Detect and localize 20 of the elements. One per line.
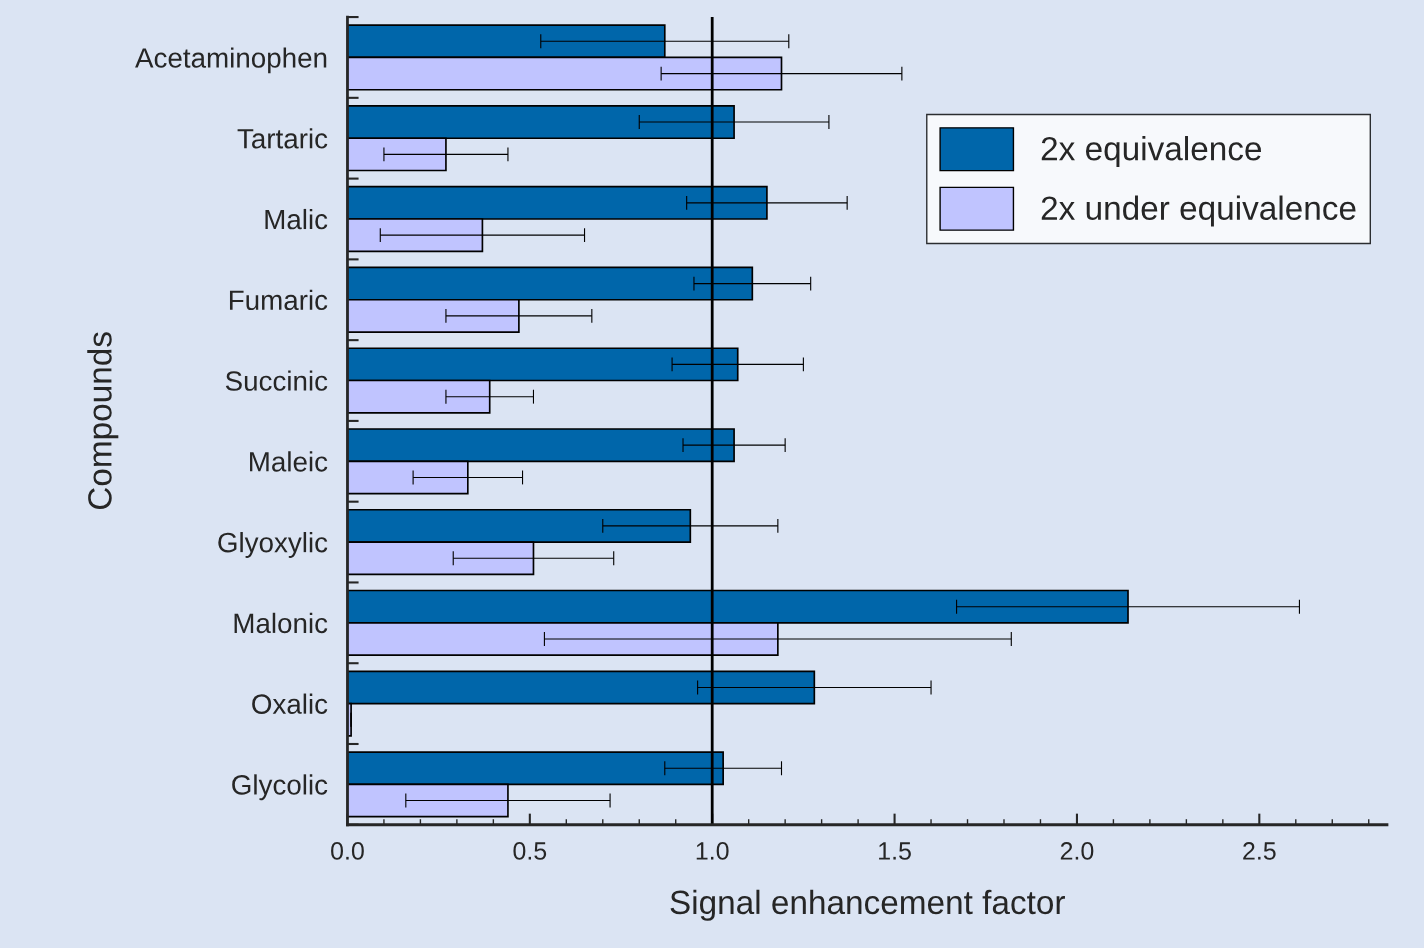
y-tick-label: Fumaric: [229, 289, 328, 311]
x-axis-title: Signal enhancement factor: [670, 889, 1065, 921]
y-tick-label: Oxalic: [252, 693, 328, 714]
x-tick-label: 2.0: [1060, 842, 1094, 860]
y-axis-title: Compounds: [87, 332, 119, 510]
x-tick-label: 2.5: [1243, 842, 1276, 860]
y-tick-label: Malonic: [234, 612, 328, 634]
y-tick-label: Glyoxylic: [218, 532, 328, 558]
legend-label: 2x under equivalence: [1041, 195, 1356, 227]
x-tick-label: 0.0: [331, 842, 364, 860]
y-tick-label: Malic: [265, 208, 328, 230]
y-tick-label: Glycolic: [232, 774, 328, 801]
legend-label: 2x equivalence: [1041, 136, 1261, 168]
x-tick-label: 0.5: [513, 842, 547, 860]
y-tick-label: Acetaminophen: [135, 47, 327, 74]
y-tick-label: Maleic: [250, 451, 328, 472]
y-tick-label: Succinic: [225, 370, 328, 391]
x-tick-label: 1.0: [696, 842, 729, 860]
y-tick-label: Tartaric: [237, 128, 328, 149]
x-tick-label: 1.5: [879, 842, 911, 860]
